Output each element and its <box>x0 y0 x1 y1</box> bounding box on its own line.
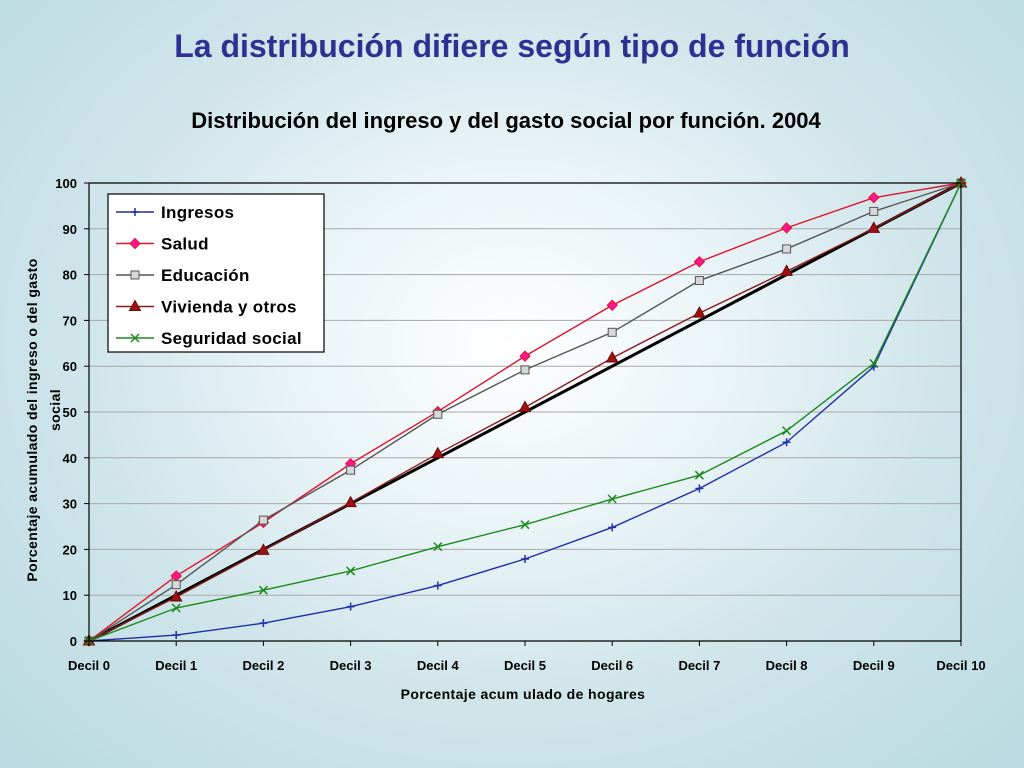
data-point-vivienda-y-otros <box>344 495 357 508</box>
slide-title: La distribución difiere según tipo de fu… <box>174 28 850 64</box>
y-tick-label: 100 <box>55 176 77 191</box>
data-point-salud <box>693 256 706 268</box>
marker-part <box>130 333 140 343</box>
legend-box <box>107 193 325 353</box>
data-point-vivienda-y-otros <box>518 400 532 412</box>
marker-part <box>171 603 181 613</box>
x-tick-label: Decil 6 <box>591 658 633 673</box>
data-point-seguridad-social <box>694 470 704 480</box>
y-tick-label: 90 <box>63 222 77 237</box>
x-tick-label: Decil 3 <box>330 658 372 673</box>
y-tick-label: 0 <box>70 634 77 649</box>
data-point-salud <box>780 222 793 234</box>
x-tick-label: Decil 7 <box>678 658 720 673</box>
y-tick-label: 60 <box>63 359 77 374</box>
data-point-ingresos <box>172 631 181 640</box>
data-point-vivienda-y-otros <box>257 543 270 555</box>
data-point-salud <box>606 299 618 311</box>
data-point-educación <box>433 409 443 419</box>
x-tick-label: Decil 0 <box>68 658 110 673</box>
x-tick-label: Decil 2 <box>242 658 284 673</box>
data-point-seguridad-social <box>607 494 617 504</box>
data-point-educación <box>869 206 879 216</box>
data-point-ingresos <box>259 619 268 628</box>
marker-part <box>520 520 530 530</box>
data-point-educación <box>346 465 356 475</box>
y-tick-label: 30 <box>63 497 77 512</box>
data-point-educación <box>782 244 792 254</box>
equality-line <box>88 181 962 643</box>
data-point-seguridad-social <box>869 358 879 368</box>
data-point-seguridad-social <box>782 426 792 436</box>
data-point-educación <box>520 365 530 375</box>
legend-label-educación: Educación <box>161 266 250 285</box>
marker-part <box>869 358 879 368</box>
marker-part <box>346 566 356 576</box>
marker-part <box>782 426 792 436</box>
legend-swatch-marker-ingresos <box>131 208 139 216</box>
legend-label-vivienda-y-otros: Vivienda y otros <box>161 298 297 317</box>
y-tick-label: 20 <box>63 542 77 557</box>
legend-swatch-marker-seguridad-social <box>130 333 140 343</box>
x-tick-label: Decil 10 <box>936 658 985 673</box>
x-tick-label: Decil 4 <box>417 658 460 673</box>
data-point-salud <box>170 570 182 582</box>
data-point-vivienda-y-otros <box>780 264 793 276</box>
data-point-vivienda-y-otros <box>693 306 706 318</box>
legend-swatch-marker-salud <box>129 237 141 250</box>
data-point-seguridad-social <box>258 585 268 595</box>
data-point-seguridad-social <box>171 603 181 613</box>
y-axis-title-line2: social <box>47 389 63 431</box>
data-point-educación <box>694 276 704 286</box>
y-tick-label: 10 <box>63 588 77 603</box>
data-point-ingresos <box>782 438 791 447</box>
data-point-educación <box>171 580 181 590</box>
chart-title: Distribución del ingreso y del gasto soc… <box>191 108 821 133</box>
legend-swatch-marker-vivienda-y-otros <box>128 299 142 311</box>
legend-label-ingresos: Ingresos <box>161 203 234 222</box>
data-point-seguridad-social <box>520 520 530 530</box>
legend-label-salud: Salud <box>161 235 209 254</box>
data-point-educación <box>258 515 268 525</box>
data-point-ingresos <box>608 523 617 532</box>
data-point-salud <box>868 191 880 204</box>
data-point-vivienda-y-otros <box>169 589 183 602</box>
data-point-seguridad-social <box>346 566 356 576</box>
x-axis-title: Porcentaje acum ulado de hogares <box>401 686 646 702</box>
data-point-educación <box>607 327 617 337</box>
data-point-vivienda-y-otros <box>867 221 881 233</box>
data-point-salud <box>519 350 531 362</box>
y-tick-label: 40 <box>63 451 77 466</box>
marker-part <box>694 470 704 480</box>
y-tick-label: 80 <box>63 268 77 283</box>
y-tick-label: 50 <box>63 405 77 420</box>
data-point-ingresos <box>695 484 704 493</box>
marker-part <box>607 494 617 504</box>
marker-part <box>433 542 443 552</box>
data-point-ingresos <box>346 602 355 611</box>
x-tick-label: Decil 1 <box>155 658 197 673</box>
legend-swatch-marker-educación <box>130 270 140 280</box>
x-tick-label: Decil 5 <box>504 658 546 673</box>
data-point-vivienda-y-otros <box>605 350 619 363</box>
y-axis-title: Porcentaje acumulado del ingreso o del g… <box>24 258 40 581</box>
x-tick-label: Decil 8 <box>766 658 808 673</box>
legend-label-seguridad-social: Seguridad social <box>161 329 302 348</box>
marker-part <box>258 585 268 595</box>
data-point-ingresos <box>521 555 529 564</box>
data-point-vivienda-y-otros <box>431 446 445 459</box>
x-tick-label: Decil 9 <box>853 658 895 673</box>
data-point-seguridad-social <box>433 542 443 552</box>
data-point-ingresos <box>433 581 442 590</box>
y-tick-label: 70 <box>63 313 77 328</box>
